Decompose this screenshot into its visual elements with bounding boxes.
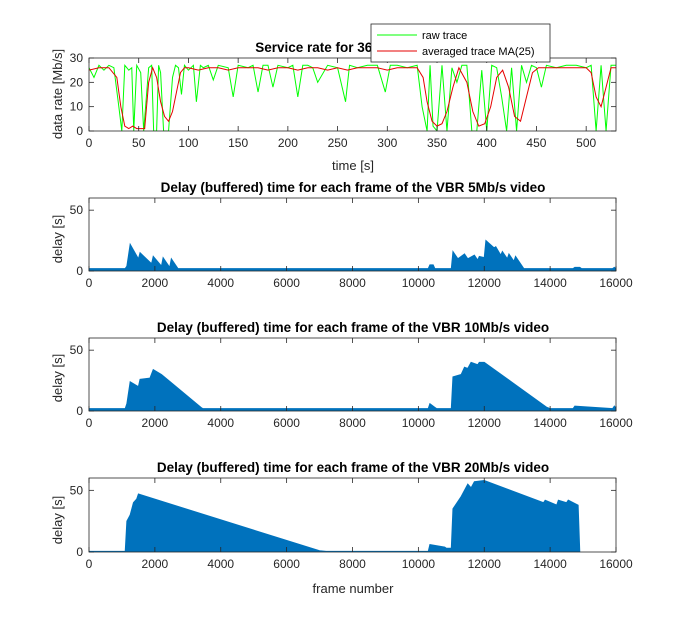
x-tick-label: 14000	[533, 416, 567, 430]
plot-area: 0 2000 4000 6000 8000 10000 12000 14000 16000 0 50	[70, 337, 633, 430]
x-tick-label: 6000	[273, 416, 300, 430]
x-tick-label: 16000	[599, 276, 633, 290]
x-tick-label: 14000	[533, 276, 567, 290]
y-axis-label: data rate [Mb/s]	[50, 49, 65, 139]
panel-title: Delay (buffered) time for each frame of …	[157, 460, 549, 475]
x-axis-label: frame number	[313, 581, 395, 596]
x-tick-label: 0	[86, 557, 93, 571]
x-tick-label: 6000	[273, 557, 300, 571]
panel-delay-5mbps: Delay (buffered) time for each frame of …	[50, 180, 633, 290]
legend-box	[370, 23, 551, 63]
legend-label-raw-trace: raw trace	[422, 30, 467, 42]
x-tick-label: 12000	[468, 416, 502, 430]
x-tick-label: 16000	[599, 416, 633, 430]
x-tick-label: 4000	[207, 416, 234, 430]
y-tick-label: 10	[70, 100, 84, 114]
y-tick-label: 0	[76, 124, 83, 138]
x-tick-label: 0	[86, 416, 93, 430]
x-tick-label: 150	[228, 136, 248, 150]
series-line-averaged-trace-ma-25	[89, 66, 616, 130]
plot-background	[89, 58, 616, 131]
legend-label-averaged-trace: averaged trace MA(25)	[422, 46, 535, 58]
panel-service-rate: Service rate for 36 Mb/s trace. ( 0 50 100…	[50, 23, 617, 173]
delay-area	[89, 361, 616, 411]
x-tick-label: 400	[477, 136, 497, 150]
x-tick-label: 250	[328, 136, 348, 150]
x-tick-label: 50	[132, 136, 146, 150]
x-tick-label: 2000	[142, 416, 169, 430]
x-tick-label: 8000	[339, 416, 366, 430]
plot-area: 0 2000 4000 6000 8000 10000 12000 14000 16000 0 50	[70, 477, 633, 571]
x-tick-label: 16000	[599, 557, 633, 571]
plot-background	[89, 198, 616, 271]
x-tick-label: 300	[377, 136, 397, 150]
x-tick-label: 0	[86, 276, 93, 290]
y-tick-label: 50	[70, 343, 84, 357]
plot-area: 0 50 100 150 200 250 300 350 400 450 500 0 10 20 30	[70, 51, 617, 150]
x-tick-label: 4000	[207, 276, 234, 290]
delay-area	[89, 479, 581, 552]
x-tick-label: 0	[86, 136, 93, 150]
x-tick-label: 200	[278, 136, 298, 150]
x-tick-label: 2000	[142, 276, 169, 290]
x-tick-label: 8000	[339, 557, 366, 571]
axes-box	[88, 57, 617, 132]
x-tick-label: 6000	[273, 276, 300, 290]
x-tick-label: 450	[526, 136, 546, 150]
panel-title: Delay (buffered) time for each frame of …	[161, 180, 546, 195]
x-tick-label: 12000	[468, 557, 502, 571]
x-axis-label: time [s]	[332, 158, 374, 173]
y-axis-label: delay [s]	[50, 496, 65, 544]
x-tick-label: 10000	[402, 276, 436, 290]
x-tick-label: 14000	[533, 557, 567, 571]
x-tick-label: 4000	[207, 557, 234, 571]
x-tick-label: 500	[576, 136, 596, 150]
panel-delay-20mbps: Delay (buffered) time for each frame of …	[50, 460, 633, 596]
y-tick-label: 0	[76, 264, 83, 278]
x-tick-label: 8000	[339, 276, 366, 290]
x-tick-label: 10000	[402, 557, 436, 571]
y-tick-label: 0	[76, 545, 83, 559]
y-axis-label: delay [s]	[50, 354, 65, 402]
x-tick-label: 10000	[402, 416, 436, 430]
y-tick-label: 50	[70, 483, 84, 497]
y-axis-label: delay [s]	[50, 215, 65, 263]
x-tick-label: 350	[427, 136, 447, 150]
x-tick-label: 2000	[142, 557, 169, 571]
legend: raw trace averaged trace MA(25)	[370, 23, 551, 63]
series-line-raw-trace	[89, 63, 616, 131]
y-tick-label: 30	[70, 51, 84, 65]
plot-area: 0 2000 4000 6000 8000 10000 12000 14000 16000 0 50	[70, 197, 633, 290]
y-tick-label: 0	[76, 404, 83, 418]
delay-area	[89, 239, 616, 271]
panel-title: Delay (buffered) time for each frame of …	[157, 320, 549, 335]
y-tick-label: 20	[70, 75, 84, 89]
panel-delay-10mbps: Delay (buffered) time for each frame of …	[50, 320, 633, 430]
x-tick-label: 12000	[468, 276, 502, 290]
y-tick-label: 50	[70, 203, 84, 217]
x-tick-label: 100	[178, 136, 198, 150]
